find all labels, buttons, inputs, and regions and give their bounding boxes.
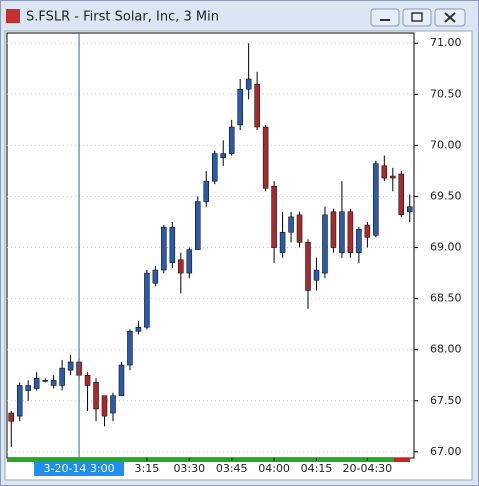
candle-body	[101, 395, 108, 417]
y-tick-label: 69.00	[430, 241, 462, 254]
candle-body	[237, 88, 243, 126]
minimize-button[interactable]	[370, 8, 400, 27]
candle-body	[195, 201, 201, 250]
candle-body	[313, 269, 320, 281]
candle-body	[169, 226, 176, 264]
candle-body	[398, 173, 405, 216]
x-tick-label: 20-04:30	[343, 462, 393, 475]
candle-body	[279, 231, 286, 253]
candle-body	[390, 175, 396, 179]
candle-body	[288, 216, 294, 233]
candle-body	[356, 228, 362, 253]
candle-body	[152, 269, 159, 284]
app-icon	[6, 9, 20, 23]
candle-body	[347, 211, 354, 253]
x-tick-label: 03:30	[173, 462, 205, 475]
candle-body	[67, 361, 74, 371]
candle-body	[373, 163, 379, 236]
maximize-icon	[411, 12, 423, 22]
candle-body	[59, 367, 65, 386]
y-tick-label: 68.50	[430, 292, 462, 305]
candle-body	[364, 224, 371, 238]
candle-body	[339, 211, 345, 253]
y-tick-label: 69.50	[430, 189, 462, 202]
y-tick-label: 71.00	[430, 36, 462, 49]
candle-body	[144, 272, 150, 328]
y-tick-label: 67.50	[430, 394, 462, 407]
plot-area	[6, 32, 415, 459]
candle-body	[118, 364, 125, 396]
candle-body	[25, 385, 31, 391]
x-tick-label: 03:45	[216, 462, 248, 475]
candle-body	[50, 380, 57, 386]
scroll-strip	[7, 458, 410, 462]
candle-body	[296, 214, 303, 243]
candle-body	[211, 153, 218, 182]
cursor-label-box	[34, 462, 125, 476]
candle-body	[220, 153, 226, 158]
y-tick-label: 70.00	[430, 138, 462, 151]
candle-body	[178, 259, 184, 274]
x-tick-label: 3:15	[135, 462, 160, 475]
candle-body	[203, 180, 210, 202]
window-buttons[interactable]	[370, 8, 466, 27]
candle-body	[407, 206, 413, 213]
window-title: S.FSLR - First Solar, Inc, 3 Min	[26, 10, 219, 25]
candle-body	[262, 126, 269, 189]
scroll-end	[394, 458, 410, 462]
candle-body	[93, 382, 99, 410]
candle-body	[127, 331, 133, 366]
maximize-button[interactable]	[402, 8, 432, 27]
candle-body	[381, 165, 388, 179]
candle-body	[228, 126, 235, 154]
y-tick-label: 70.50	[430, 87, 462, 100]
candle-body	[330, 211, 337, 248]
candle-body	[254, 83, 260, 128]
candle-body	[84, 374, 91, 386]
candle-body	[16, 385, 23, 417]
x-tick-label: 04:15	[301, 462, 333, 475]
candle-body	[161, 226, 167, 271]
y-tick-label: 67.00	[430, 445, 462, 458]
candle-body	[135, 326, 142, 332]
y-tick-label: 68.00	[430, 343, 462, 356]
cursor-label: 3-20-14 3:00	[44, 462, 115, 475]
close-icon	[444, 12, 456, 23]
candle-body	[42, 380, 48, 382]
candle-body	[186, 249, 193, 274]
candle-body	[110, 395, 116, 414]
candle-body	[305, 242, 311, 291]
x-tick-label: 04:00	[258, 462, 290, 475]
candle-body	[271, 185, 277, 248]
candle-body	[322, 214, 328, 274]
candle-body	[8, 412, 14, 422]
candle-body	[245, 78, 252, 90]
candle-body	[33, 378, 40, 389]
